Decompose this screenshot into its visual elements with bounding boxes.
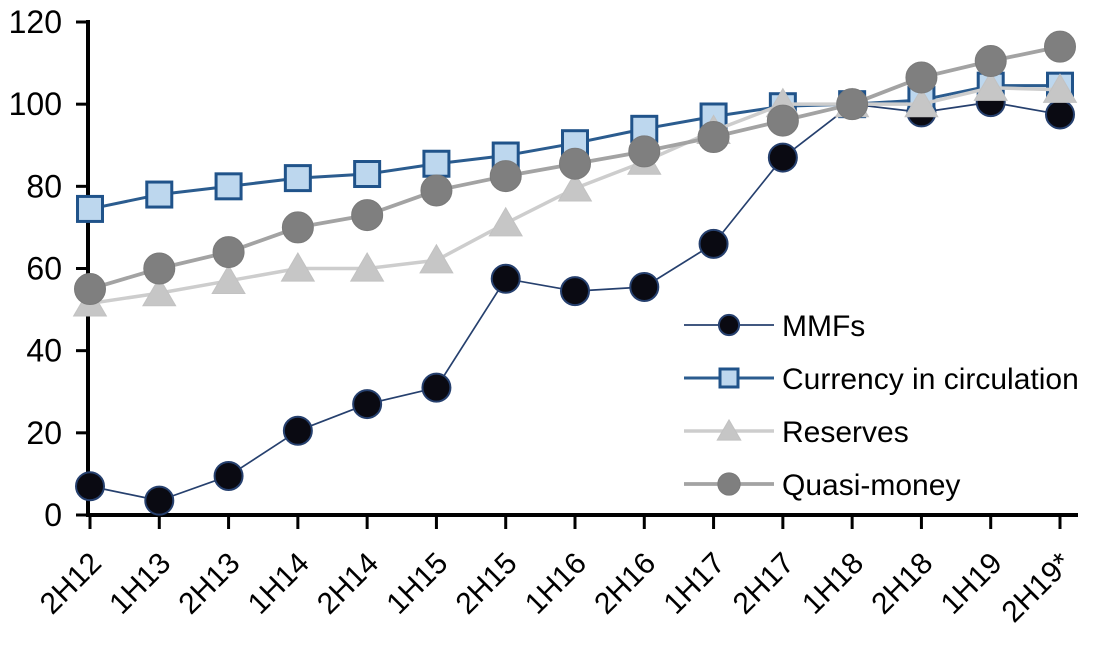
point-mmfs-2h17 bbox=[767, 142, 798, 173]
x-tick-label: 2H17 bbox=[727, 547, 801, 621]
point-reserves-1h13 bbox=[142, 276, 177, 307]
point-currency-in-circulation-1h14 bbox=[283, 164, 312, 193]
legend-item-currency-in-circulation: Currency in circulation bbox=[684, 363, 1079, 396]
point-mmfs-2h19 bbox=[1045, 99, 1075, 130]
point-reserves-2h18 bbox=[904, 87, 939, 118]
series-quasi-money bbox=[74, 30, 1076, 306]
x-tick-label: 2H19* bbox=[996, 546, 1079, 629]
point-quasi-money-1h13 bbox=[143, 252, 176, 285]
x-tick-label: 2H14 bbox=[311, 547, 385, 621]
point-quasi-money-2h19 bbox=[1044, 30, 1076, 63]
point-reserves-1h16 bbox=[557, 171, 593, 202]
y-tick-label: 80 bbox=[26, 168, 62, 204]
point-currency-in-circulation-1h15 bbox=[422, 149, 451, 178]
point-quasi-money-1h16 bbox=[559, 147, 591, 180]
point-reserves-2h14 bbox=[349, 251, 385, 282]
point-mmfs-2h16 bbox=[629, 271, 660, 302]
x-tick-label: 1H19 bbox=[935, 547, 1009, 621]
point-currency-in-circulation-2h14 bbox=[353, 160, 382, 189]
y-tick-label: 60 bbox=[26, 251, 62, 287]
point-mmfs-2h15 bbox=[490, 263, 521, 294]
point-quasi-money-2h15 bbox=[489, 160, 522, 193]
x-tick-label: 2H13 bbox=[172, 547, 246, 621]
point-quasi-money-2h18 bbox=[905, 61, 938, 94]
point-quasi-money-2h12 bbox=[74, 273, 106, 306]
y-tick-label: 40 bbox=[26, 333, 62, 369]
point-reserves-2h15 bbox=[488, 206, 523, 237]
point-quasi-money-2h13 bbox=[212, 236, 245, 269]
point-quasi-money-1h14 bbox=[281, 211, 314, 244]
point-reserves-2h13 bbox=[211, 264, 246, 294]
point-quasi-money-1h19 bbox=[974, 45, 1007, 78]
x-tick-label: 1H15 bbox=[380, 547, 454, 621]
point-currency-in-circulation-1h13 bbox=[145, 180, 174, 209]
x-tick-label: 2H16 bbox=[588, 547, 662, 621]
legend-marker-mmfs bbox=[717, 313, 741, 337]
x-tick-label: 1H18 bbox=[796, 547, 870, 621]
point-quasi-money-1h18 bbox=[836, 88, 869, 121]
x-tick-label: 2H12 bbox=[34, 547, 108, 621]
point-mmfs-2h14 bbox=[352, 389, 383, 420]
x-tick-label: 2H18 bbox=[865, 547, 939, 621]
y-tick-label: 0 bbox=[44, 497, 62, 533]
x-tick-label: 1H14 bbox=[242, 547, 316, 621]
x-tick-label: 2H15 bbox=[450, 547, 524, 621]
point-quasi-money-2h14 bbox=[351, 199, 384, 232]
legend-marker-reserves bbox=[716, 418, 742, 441]
point-mmfs-1h13 bbox=[144, 485, 175, 516]
point-currency-in-circulation-2h13 bbox=[214, 172, 243, 201]
legend-label: Currency in circulation bbox=[782, 363, 1079, 396]
legend-marker-quasi-money bbox=[717, 472, 741, 496]
point-reserves-1h14 bbox=[280, 251, 316, 282]
legend: MMFs Currency in circulation Reserves Quasi… bbox=[684, 310, 1079, 502]
y-tick-label: 100 bbox=[9, 86, 62, 122]
point-quasi-money-1h15 bbox=[420, 174, 453, 207]
point-reserves-1h15 bbox=[419, 243, 454, 274]
point-mmfs-1h17 bbox=[698, 228, 729, 259]
x-tick-label: 1H17 bbox=[657, 547, 731, 621]
point-quasi-money-1h17 bbox=[697, 121, 730, 154]
legend-marker-currency-in-circulation bbox=[718, 367, 740, 389]
x-tick-label: 1H16 bbox=[519, 547, 593, 621]
point-mmfs-1h14 bbox=[282, 415, 313, 446]
legend-item-quasi-money: Quasi-money bbox=[684, 469, 960, 502]
point-mmfs-1h16 bbox=[560, 276, 590, 307]
legend-item-mmfs: MMFs bbox=[684, 310, 865, 343]
x-tick-label: 1H13 bbox=[103, 547, 177, 621]
point-mmfs-1h15 bbox=[421, 372, 452, 403]
point-mmfs-2h13 bbox=[213, 460, 244, 491]
point-mmfs-2h12 bbox=[75, 471, 105, 502]
legend-label: Reserves bbox=[782, 416, 909, 449]
legend-item-reserves: Reserves bbox=[684, 416, 909, 449]
point-currency-in-circulation-2h12 bbox=[76, 194, 104, 223]
y-tick-label: 120 bbox=[9, 4, 62, 40]
point-reserves-2h19 bbox=[1042, 73, 1078, 103]
point-quasi-money-2h16 bbox=[628, 135, 661, 168]
point-reserves-1h19 bbox=[973, 71, 1008, 101]
y-tick-label: 20 bbox=[26, 415, 62, 451]
legend-label: Quasi-money bbox=[782, 469, 960, 502]
point-quasi-money-2h17 bbox=[766, 104, 799, 137]
legend-label: MMFs bbox=[782, 310, 865, 343]
